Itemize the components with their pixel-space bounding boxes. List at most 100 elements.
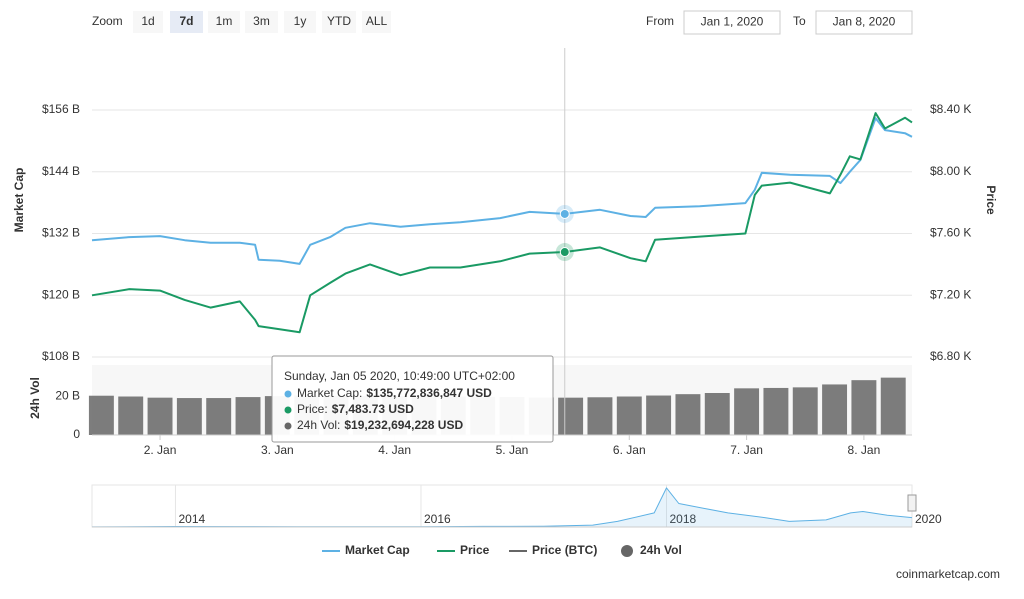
- bar: [704, 393, 730, 435]
- zoom-button[interactable]: 1m: [208, 11, 240, 33]
- navigator-frame: [91, 484, 913, 528]
- button-bg: [322, 11, 356, 33]
- bar: [118, 396, 144, 435]
- y-tick-label: $108 B: [42, 349, 80, 363]
- x-tick-label: 8. Jan: [848, 443, 881, 457]
- y2-tick-label: $6.80 K: [930, 349, 971, 363]
- legend-label: Price (BTC): [532, 543, 597, 557]
- bar: [851, 380, 877, 435]
- tooltip-label: 24h Vol:: [297, 418, 340, 432]
- navigator-handle[interactable]: [907, 494, 917, 512]
- zoom-button[interactable]: 1y: [284, 11, 316, 33]
- bar: [235, 397, 261, 435]
- y-tick-label: $120 B: [42, 287, 80, 301]
- x-tick-label: 4. Jan: [378, 443, 411, 457]
- x-tick-label: 3. Jan: [261, 443, 294, 457]
- legend-label: Price: [460, 543, 490, 557]
- input-text: Jan 8, 2020: [833, 15, 896, 29]
- legend-symbol: [621, 545, 633, 557]
- bar: [147, 397, 173, 435]
- legend-item[interactable]: Price: [437, 543, 490, 557]
- hover-marker: [559, 208, 570, 219]
- button-label: YTD: [327, 14, 351, 28]
- y2-tick-label: $8.00 K: [930, 164, 971, 178]
- to-input[interactable]: Jan 8, 2020: [815, 10, 913, 35]
- tooltip-row: Market Cap: $135,772,836,847 USD: [297, 386, 492, 400]
- credit[interactable]: coinmarketcap.com: [896, 567, 1000, 581]
- bar: [206, 398, 232, 435]
- tooltip: Sunday, Jan 05 2020, 10:49:00 UTC+02:00 M…: [271, 355, 554, 443]
- button-label: 1d: [141, 14, 154, 28]
- legend-item[interactable]: Market Cap: [322, 543, 410, 557]
- tooltip-value: $19,232,694,228 USD: [344, 418, 463, 432]
- tooltip-dot: [284, 390, 292, 398]
- legend-label: 24h Vol: [640, 543, 682, 557]
- to-label: To: [793, 14, 806, 28]
- button-bg: [133, 11, 163, 33]
- zoom-button[interactable]: ALL: [362, 11, 391, 33]
- input-text: Jan 1, 2020: [701, 15, 764, 29]
- button-bg: [170, 11, 203, 33]
- from-input[interactable]: Jan 1, 2020: [683, 10, 781, 35]
- y2-tick-label: $7.20 K: [930, 287, 971, 301]
- input-box: [683, 10, 781, 35]
- bar: [675, 394, 701, 435]
- bar: [763, 387, 789, 435]
- bar: [734, 388, 760, 435]
- area: [92, 487, 912, 527]
- y-axis-title: 24h Vol: [28, 377, 42, 419]
- tooltip-box: [271, 355, 554, 443]
- input-box: [815, 10, 913, 35]
- zoom-button[interactable]: 7d: [170, 11, 203, 33]
- x-tick-label: 6. Jan: [613, 443, 646, 457]
- y-axis-title: Market Cap: [12, 168, 26, 233]
- button-bg: [284, 11, 316, 33]
- tooltip-value: $7,483.73 USD: [332, 402, 414, 416]
- x-tick-label: 2016: [424, 512, 451, 526]
- bar: [880, 377, 906, 435]
- y2-tick-label: $7.60 K: [930, 226, 971, 240]
- button-label: ALL: [366, 14, 388, 28]
- button-bg: [245, 11, 278, 33]
- tooltip-label: Market Cap:: [297, 386, 362, 400]
- bar: [587, 397, 613, 435]
- x-tick-label: 2014: [178, 512, 205, 526]
- tooltip-row: Price: $7,483.73 USD: [297, 402, 414, 416]
- x-tick-label: 2. Jan: [144, 443, 177, 457]
- button-label: 1y: [294, 14, 307, 28]
- button-bg: [362, 11, 391, 33]
- y-tick-label: 20 B: [55, 388, 80, 402]
- zoom-button[interactable]: YTD: [322, 11, 356, 33]
- tooltip-label: Price:: [297, 402, 328, 416]
- y-tick-label: $132 B: [42, 226, 80, 240]
- y-tick-label: $144 B: [42, 164, 80, 178]
- x-tick-label: 2020: [915, 512, 942, 526]
- legend-item[interactable]: 24h Vol: [621, 543, 682, 557]
- bar: [822, 384, 848, 435]
- tooltip-dot: [284, 422, 292, 430]
- bar: [558, 397, 584, 435]
- bar: [646, 395, 672, 435]
- zoom-label: Zoom: [92, 14, 123, 28]
- tooltip-row: 24h Vol: $19,232,694,228 USD: [297, 418, 463, 432]
- legend-label: Market Cap: [345, 543, 410, 557]
- y2-axis-title: Price: [984, 185, 998, 215]
- y-tick-label: 0: [73, 427, 80, 441]
- x-tick-label: 5. Jan: [496, 443, 529, 457]
- button-label: 7d: [179, 14, 193, 28]
- button-label: 3m: [253, 14, 270, 28]
- line: [91, 117, 913, 265]
- x-tick-label: 2018: [669, 512, 696, 526]
- y2-tick-label: $8.40 K: [930, 102, 971, 116]
- y-tick-label: $156 B: [42, 102, 80, 116]
- tooltip-title: Sunday, Jan 05 2020, 10:49:00 UTC+02:00: [284, 369, 515, 383]
- tooltip-dot: [284, 406, 292, 414]
- legend-item[interactable]: Price (BTC): [509, 543, 597, 557]
- button-label: 1m: [216, 14, 233, 28]
- button-bg: [208, 11, 240, 33]
- hover-marker: [559, 247, 570, 258]
- line: [91, 112, 913, 334]
- zoom-button[interactable]: 3m: [245, 11, 278, 33]
- bar: [616, 396, 642, 435]
- zoom-button[interactable]: 1d: [133, 11, 163, 33]
